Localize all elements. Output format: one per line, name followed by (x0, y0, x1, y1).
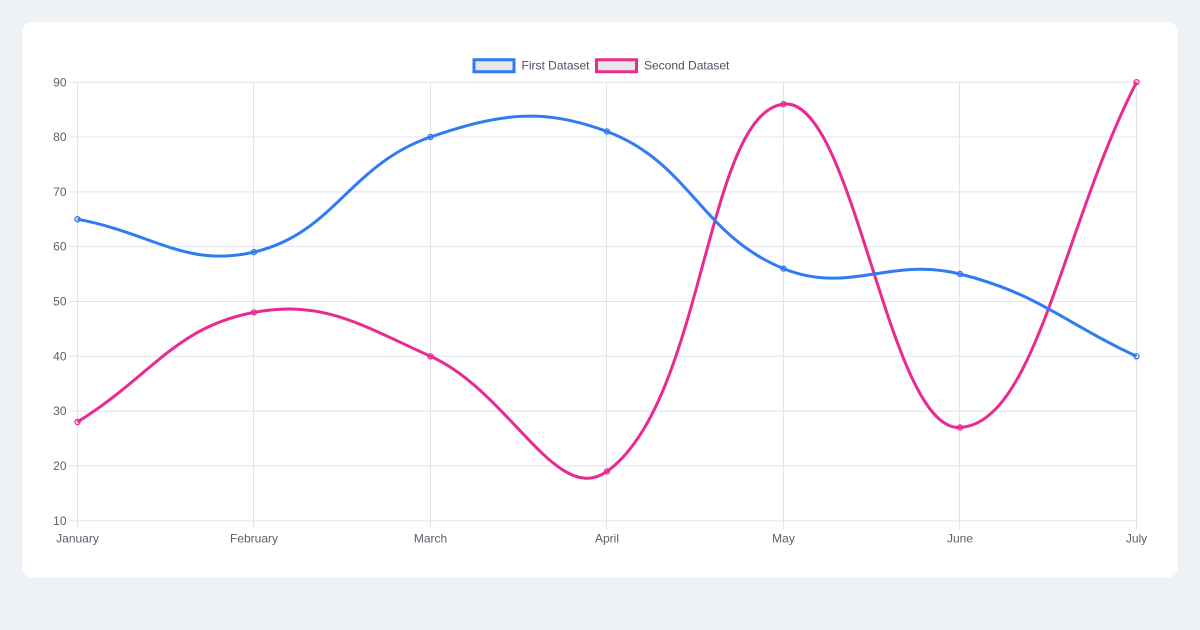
svg-text:February: February (230, 532, 278, 546)
svg-text:January: January (56, 532, 99, 546)
svg-text:20: 20 (53, 459, 67, 473)
svg-text:80: 80 (53, 130, 67, 144)
svg-text:July: July (1126, 532, 1147, 546)
svg-text:First Dataset: First Dataset (522, 59, 591, 73)
svg-text:April: April (595, 532, 619, 546)
svg-text:May: May (772, 532, 795, 546)
svg-text:Second Dataset: Second Dataset (644, 59, 730, 73)
svg-text:90: 90 (53, 75, 67, 89)
svg-text:70: 70 (53, 185, 67, 199)
svg-text:60: 60 (53, 240, 67, 254)
svg-text:March: March (414, 532, 447, 546)
svg-text:10: 10 (53, 514, 67, 528)
svg-text:June: June (947, 532, 973, 546)
svg-text:30: 30 (53, 404, 67, 418)
svg-text:40: 40 (53, 349, 67, 363)
svg-text:50: 50 (53, 295, 67, 309)
